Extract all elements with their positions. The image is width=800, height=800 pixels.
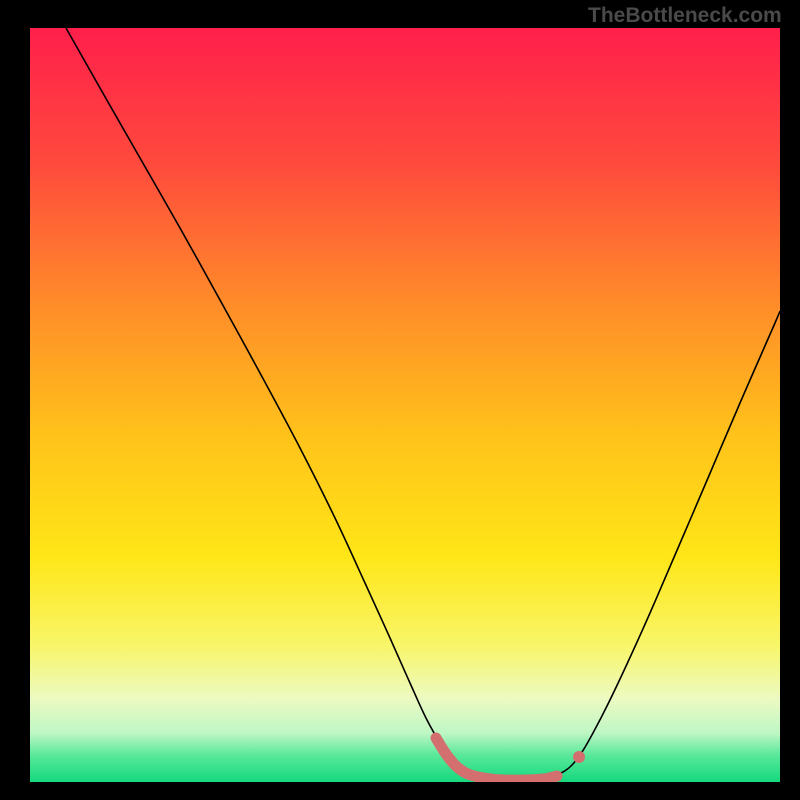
frame-border-right	[780, 0, 800, 800]
optimal-point-marker	[573, 751, 585, 763]
bottleneck-chart	[0, 0, 800, 800]
chart-stage: TheBottleneck.com	[0, 0, 800, 800]
frame-border-bottom	[0, 782, 800, 800]
frame-border-left	[0, 0, 30, 800]
watermark-text: TheBottleneck.com	[588, 4, 782, 28]
chart-background	[30, 28, 780, 782]
